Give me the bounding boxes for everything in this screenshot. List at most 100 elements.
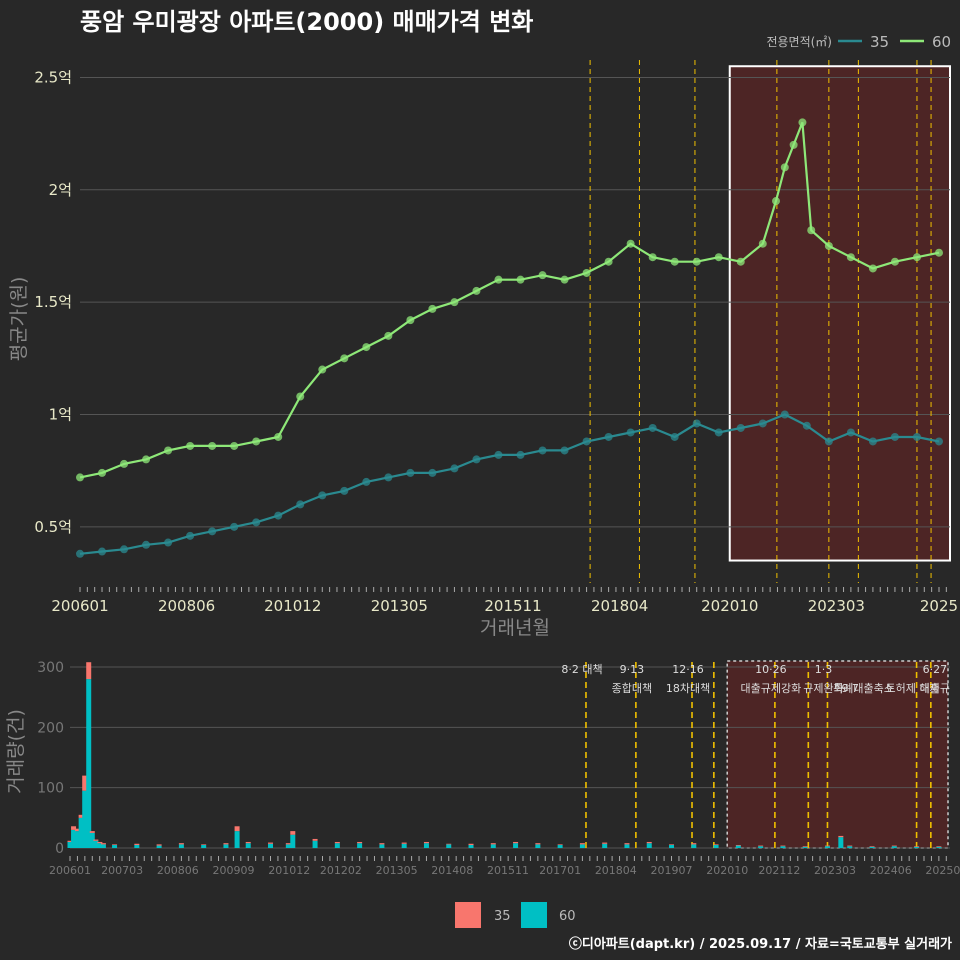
bar-60 — [713, 844, 719, 848]
policy-label-name: 토허제 해제 — [886, 681, 940, 695]
policy-label-name: 18차대책 — [666, 682, 710, 695]
bar-60 — [268, 843, 274, 848]
bar-35 — [268, 842, 274, 844]
bar-35 — [602, 842, 608, 844]
bar-60 — [285, 844, 291, 848]
bar-35 — [401, 842, 407, 844]
bar-35 — [234, 826, 240, 832]
chart-title: 풍암 우미광장 아파트(2000) 매매가격 변화 — [80, 8, 533, 36]
x-tick-label: 201907 — [651, 864, 693, 877]
bar-60 — [93, 840, 99, 848]
bar-60 — [535, 844, 541, 848]
bar-60 — [824, 846, 830, 848]
bar-35 — [869, 846, 875, 847]
bar-35 — [223, 843, 229, 845]
bar-35 — [936, 846, 942, 847]
x-tick-label: 201012 — [264, 597, 321, 615]
bar-35 — [71, 826, 77, 830]
bar-60 — [75, 831, 81, 848]
volume-chart: 0 100 200 300 8·2 대책 9·13 종합대책 12·16 18차대책 10·26 대… — [5, 660, 960, 877]
bar-35 — [824, 845, 830, 847]
bar-60 — [100, 844, 106, 848]
bar-60 — [691, 844, 697, 848]
bar-35 — [82, 775, 88, 791]
bar-60 — [838, 837, 844, 848]
policy-label-date: 6·27 — [923, 663, 948, 676]
bar-60 — [379, 844, 385, 848]
bar-35 — [713, 844, 719, 845]
bar-35 — [67, 840, 73, 842]
bar-60 — [891, 846, 897, 848]
bar-60 — [646, 843, 652, 848]
bar-60 — [579, 844, 585, 848]
bar-60 — [71, 829, 77, 848]
bar-60 — [89, 832, 95, 848]
policy-label-date: 8·2 대책 — [561, 663, 602, 676]
bar-60 — [423, 843, 429, 848]
bar-35 — [156, 844, 162, 846]
y-tick-label: 0 — [55, 841, 64, 857]
x-tick-label: 202406 — [870, 864, 912, 877]
bar-35 — [446, 843, 452, 845]
bar-35 — [75, 828, 81, 832]
bar-35 — [624, 843, 630, 845]
bar-35 — [93, 839, 99, 841]
x-tick-label: 201305 — [376, 864, 418, 877]
x-tick-label: 202112 — [758, 864, 800, 877]
policy-label-date: 1·3 — [815, 663, 833, 676]
legend-label-bar-60: 60 — [559, 909, 576, 924]
bar-60 — [780, 846, 786, 848]
policy-label-name: 9·7 — [841, 682, 859, 695]
price-chart: 0.5억 1억 1.5억 2억 2.5억 200601 200806 201012 201305… — [8, 60, 958, 639]
bar-35 — [468, 843, 474, 845]
x-tick-label: 200601 — [51, 597, 108, 615]
bar-60 — [334, 843, 340, 848]
bar-60 — [82, 790, 88, 848]
bar-60 — [869, 846, 875, 848]
y-axis-label: 평균가(원) — [8, 277, 30, 362]
bar-60 — [178, 844, 184, 848]
bar-60 — [86, 679, 92, 848]
bar-60 — [557, 844, 563, 848]
legend-title: 전용면적(㎡) — [766, 35, 832, 49]
bar-35 — [112, 844, 118, 845]
policy-label-name: 규제완화 — [803, 682, 843, 695]
bar-60 — [602, 843, 608, 848]
policy-label-date: 10·26 — [755, 663, 787, 676]
policy-label-name: 종합대책 — [612, 682, 652, 695]
bar-60 — [735, 845, 741, 848]
policy-label-date: 12·16 — [672, 663, 704, 676]
bar-60 — [401, 843, 407, 848]
y-tick-label: 2억 — [49, 181, 72, 199]
bar-35 — [334, 841, 340, 844]
y-axis-label: 거래량(건) — [5, 709, 27, 794]
bar-35 — [802, 846, 808, 847]
bar-60 — [446, 844, 452, 848]
bar-35 — [914, 846, 920, 847]
policy-label-name: 대출규 — [920, 682, 950, 695]
x-tick-label: 201202 — [320, 864, 362, 877]
bar-60 — [290, 834, 296, 848]
bar-35 — [245, 841, 251, 844]
series-line-35 — [79, 413, 940, 555]
y-tick-label: 300 — [37, 660, 64, 676]
x-tick-label: 201804 — [595, 864, 637, 877]
highlight-region — [726, 660, 949, 849]
x-tick-label: 200909 — [213, 864, 255, 877]
bar-60 — [847, 846, 853, 848]
x-tick-label: 201511 — [487, 864, 529, 877]
bar-35 — [891, 845, 897, 847]
legend-label-60: 60 — [932, 33, 951, 51]
y-tick-label: 2.5억 — [34, 68, 72, 86]
y-tick-label: 200 — [37, 720, 64, 736]
policy-label-name: 대출규제강화 — [741, 682, 802, 695]
bar-60 — [245, 843, 251, 848]
bar-35 — [86, 662, 92, 680]
bar-60 — [223, 844, 229, 848]
x-tick-label: 200806 — [158, 597, 215, 615]
legend-label-35: 35 — [870, 33, 889, 51]
bar-35 — [691, 843, 697, 845]
x-tick-label: 201804 — [591, 597, 648, 615]
x-tick-label: 201408 — [431, 864, 473, 877]
